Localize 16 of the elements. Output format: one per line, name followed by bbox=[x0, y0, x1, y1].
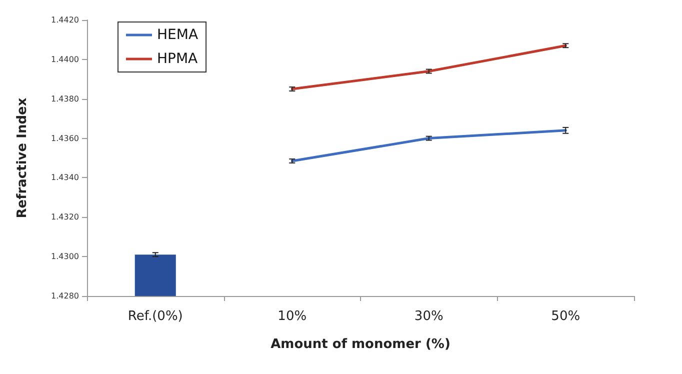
y-tick-label: 1.4300 bbox=[51, 252, 79, 262]
y-tick-label: 1.4420 bbox=[51, 16, 79, 24]
legend-label: HEMA bbox=[157, 27, 198, 43]
y-tick-label: 1.4400 bbox=[51, 54, 79, 64]
y-tick-label: 1.4280 bbox=[51, 292, 79, 300]
y-tick-label: 1.4360 bbox=[51, 134, 79, 143]
y-tick-label: 1.4380 bbox=[51, 94, 79, 104]
x-tick-label: 10% bbox=[278, 309, 307, 324]
x-tick-label: 30% bbox=[414, 309, 444, 324]
y-tick-label: 1.4340 bbox=[51, 173, 79, 182]
legend-label: HPMA bbox=[157, 51, 198, 67]
x-tick-label: Ref.(0%) bbox=[128, 309, 183, 324]
y-tick-label: 1.4320 bbox=[51, 212, 79, 222]
y-axis-title: Refractive Index bbox=[15, 97, 30, 218]
x-axis-title: Amount of monomer (%) bbox=[270, 337, 450, 352]
x-tick-label: 50% bbox=[551, 309, 580, 324]
